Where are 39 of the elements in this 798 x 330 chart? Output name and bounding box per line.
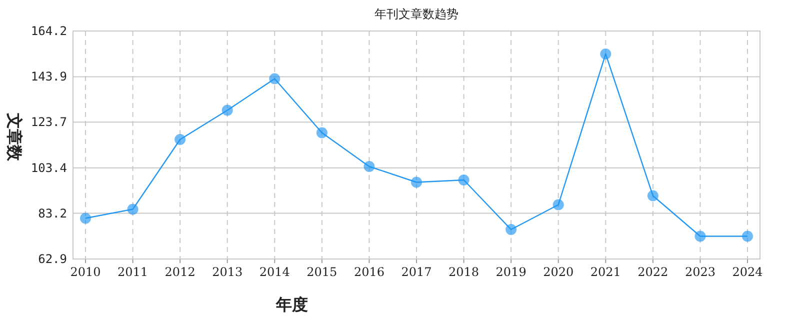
y-tick-label: 143.9 [30, 70, 67, 84]
point [80, 212, 91, 224]
x-tick-label: 2023 [684, 265, 716, 279]
point [174, 134, 186, 145]
x-tick-label: 2022 [638, 265, 668, 279]
y-tick-label: 164.2 [30, 24, 67, 38]
x-tick-label: 2020 [543, 265, 574, 279]
x-tick-label: 2012 [164, 265, 196, 279]
y-tick-label: 123.7 [30, 115, 67, 130]
point [364, 160, 375, 172]
x-tick-label: 2021 [590, 265, 621, 279]
point [506, 224, 517, 236]
x-tick-label: 2014 [259, 265, 290, 279]
x-axis-title: 年度 [275, 295, 308, 314]
point [411, 176, 422, 188]
point [458, 174, 470, 186]
chart-title: 年刊文章数趋势 [374, 7, 458, 21]
x-tick-label: 2013 [212, 265, 243, 279]
point [127, 204, 138, 215]
x-tick-label: 2019 [496, 265, 526, 279]
x-tick-label: 2010 [70, 265, 101, 279]
x-tick-label: 2016 [354, 265, 384, 279]
x-tick-label: 2011 [118, 265, 148, 279]
point [647, 190, 658, 202]
x-tick-label: 2017 [401, 265, 432, 279]
x-tick-label: 2018 [448, 265, 480, 279]
y-tick-label: 83.2 [38, 206, 67, 220]
point [269, 73, 280, 84]
point [742, 230, 753, 242]
point [600, 48, 612, 60]
point [552, 199, 564, 210]
point [316, 127, 328, 138]
point [694, 230, 706, 242]
x-tick-label: 2015 [306, 265, 338, 279]
point [222, 104, 233, 116]
y-tick-label: 62.9 [38, 252, 67, 266]
y-tick-label: 103.4 [30, 160, 67, 175]
y-axis-title: 文章数 [5, 112, 24, 162]
x-tick-label: 2024 [732, 265, 764, 279]
